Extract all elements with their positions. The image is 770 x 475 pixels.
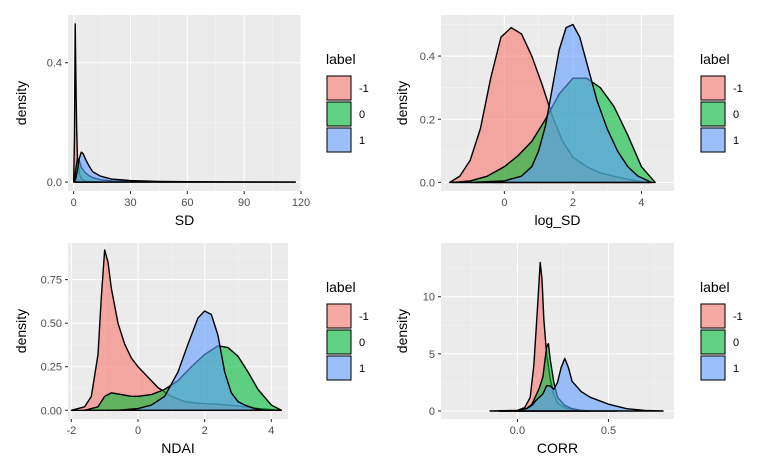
- legend-key-0: [326, 101, 352, 127]
- y-tick-label: 0.0: [420, 177, 435, 189]
- x-tick-label: -2: [66, 425, 76, 437]
- x-tick-label: 4: [638, 197, 644, 209]
- y-tick-label: 0.25: [41, 362, 62, 374]
- x-tick-label: 2: [570, 197, 576, 209]
- x-axis-title: NDAI: [161, 440, 194, 456]
- legend-label: 0: [359, 109, 365, 121]
- density-area-label-1: [73, 151, 297, 183]
- legend: label -1 0 1: [700, 279, 743, 381]
- y-tick-label: 0.2: [420, 114, 435, 126]
- legend-label: 0: [359, 337, 365, 349]
- y-tick-label: 0.4: [420, 51, 435, 63]
- legend-label: 1: [359, 135, 365, 147]
- y-tick-label: 0: [429, 406, 435, 418]
- x-tick-label: 30: [124, 197, 136, 209]
- x-tick-label: 60: [181, 197, 193, 209]
- legend-label: -1: [359, 83, 369, 95]
- legend-label: 1: [359, 363, 365, 375]
- legend-key-0: [326, 329, 352, 355]
- legend: label -1 0 1: [700, 51, 743, 153]
- legend-label: 0: [733, 337, 739, 349]
- y-tick-label: 10: [423, 292, 435, 304]
- legend-label: -1: [733, 83, 743, 95]
- density-area-label-1: [489, 357, 664, 412]
- legend-key-1: [326, 355, 352, 381]
- legend-label: -1: [733, 311, 743, 323]
- density-areas: [489, 261, 664, 412]
- y-axis-title: density: [394, 309, 410, 353]
- legend-title: label: [326, 279, 356, 295]
- density-areas: [448, 23, 656, 184]
- y-tick-label: 0.50: [41, 318, 62, 330]
- density-area-label-1: [117, 310, 266, 411]
- legend-title: label: [326, 51, 356, 67]
- density-area-label-1: [469, 23, 653, 184]
- legend-key-0: [700, 329, 726, 355]
- legend-key--1: [700, 75, 726, 101]
- y-tick-label: 0.0: [47, 177, 62, 189]
- y-axis-title: density: [394, 81, 410, 125]
- density-areas: [72, 23, 297, 183]
- legend-label: 1: [733, 363, 739, 375]
- legend-label: -1: [359, 311, 369, 323]
- x-tick-label: 120: [292, 197, 310, 209]
- density-panel-sd: 0 30 60 90 120 0.0 0.4 SD density label -1 0 1: [13, 15, 369, 228]
- legend-title: label: [700, 51, 730, 67]
- legend-key--1: [700, 303, 726, 329]
- x-axis-title: log_SD: [535, 212, 581, 228]
- y-tick-label: 0.4: [47, 58, 62, 70]
- y-tick-label: 0.75: [41, 275, 62, 287]
- x-tick-label: 2: [202, 425, 208, 437]
- density-areas: [70, 249, 283, 411]
- x-axis-title: SD: [175, 212, 194, 228]
- density-panel-ndai: -2 0 2 4 0.00 0.25 0.50 0.75 NDAI density label -1 0…: [13, 243, 369, 456]
- density-panel-log_sd: 0 2 4 0.0 0.2 0.4 log_SD density label -1 0 1: [394, 15, 743, 228]
- x-tick-label: 90: [238, 197, 250, 209]
- legend-key--1: [326, 303, 352, 329]
- legend-key-0: [700, 101, 726, 127]
- x-tick-label: 0: [71, 197, 77, 209]
- legend-key--1: [326, 75, 352, 101]
- legend-key-1: [326, 127, 352, 153]
- legend: label -1 0 1: [326, 51, 369, 153]
- x-tick-label: 4: [268, 425, 274, 437]
- legend-key-1: [700, 355, 726, 381]
- legend-key-1: [700, 127, 726, 153]
- legend-label: 1: [733, 135, 739, 147]
- x-tick-label: 0.5: [601, 425, 616, 437]
- legend-label: 0: [733, 109, 739, 121]
- y-axis-title: density: [13, 81, 29, 125]
- x-tick-label: 0.0: [510, 425, 525, 437]
- x-tick-label: 0: [501, 197, 507, 209]
- legend: label -1 0 1: [326, 279, 369, 381]
- y-tick-label: 5: [429, 349, 435, 361]
- panel-background: [68, 15, 301, 191]
- density-panel-corr: 0.0 0.5 0 5 10 CORR density label -1 0 1: [394, 243, 743, 456]
- x-tick-label: 0: [135, 425, 141, 437]
- y-axis-title: density: [13, 309, 29, 353]
- y-tick-label: 0.00: [41, 405, 62, 417]
- x-axis-title: CORR: [537, 440, 578, 456]
- legend-title: label: [700, 279, 730, 295]
